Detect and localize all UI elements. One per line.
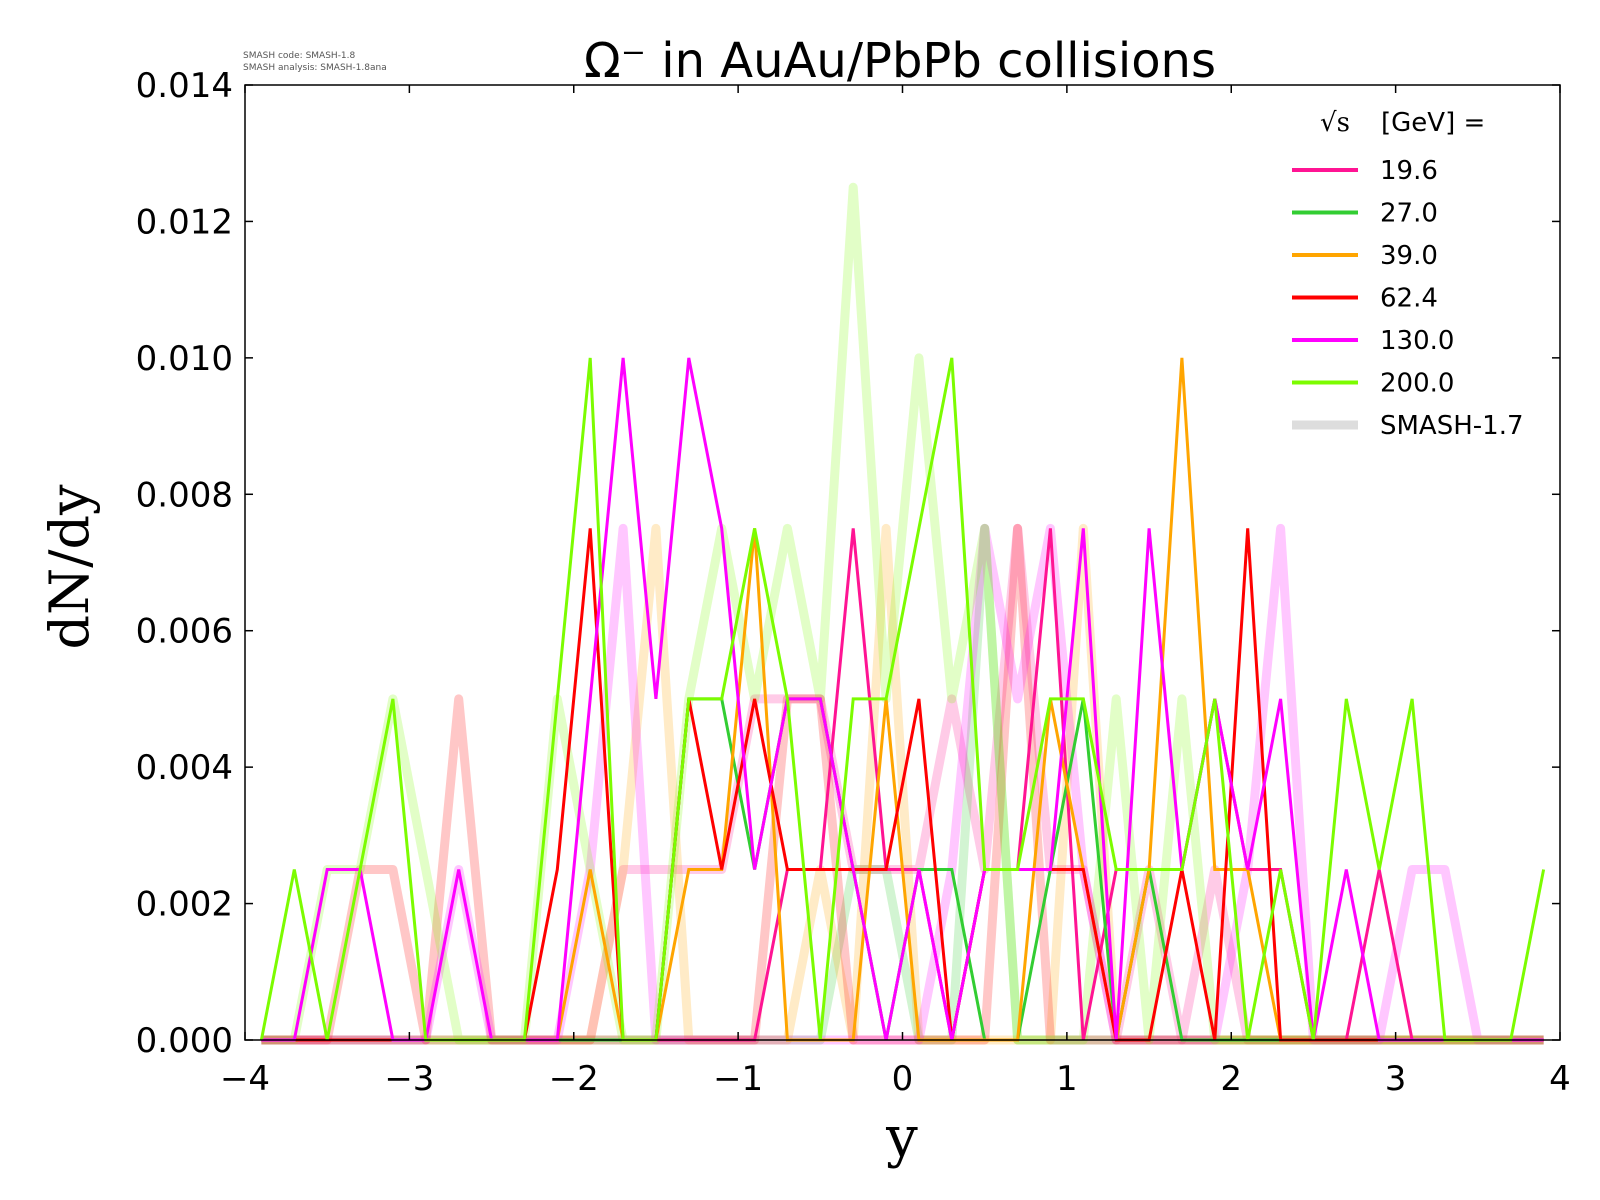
y-tick-label: 0.012	[136, 202, 233, 242]
legend: √s [GeV] = 19.6 27.0 39.0 62.4 130.0 200.0 SMA…	[1292, 108, 1524, 441]
y-tick-label: 0.006	[136, 612, 233, 652]
legend-label-27.0: 27.0	[1380, 199, 1438, 229]
legend-title: [GeV] =	[1381, 108, 1485, 138]
legend-label-62.4: 62.4	[1380, 284, 1438, 314]
legend-label-19.6: 19.6	[1380, 156, 1438, 186]
x-tick-label: 2	[1220, 1059, 1242, 1099]
x-tick-label: −1	[713, 1059, 763, 1099]
legend-items: 19.6 27.0 39.0 62.4 130.0 200.0 SMASH-1.7	[1292, 156, 1524, 441]
y-tick-label: 0.002	[136, 885, 233, 925]
x-axis-label: y	[885, 1105, 918, 1170]
legend-sqrt-symbol: √s	[1320, 108, 1350, 138]
x-tick-label: 0	[892, 1059, 914, 1099]
x-tick-label: 3	[1385, 1059, 1407, 1099]
stamp-line-2: SMASH analysis: SMASH-1.8ana	[243, 63, 387, 73]
x-tick-label: −3	[384, 1059, 434, 1099]
chart-title: Ω⁻ in AuAu/PbPb collisions	[584, 33, 1216, 89]
x-tick-label: −2	[549, 1059, 599, 1099]
y-tick-label: 0.000	[136, 1021, 233, 1061]
x-tick-label: 4	[1549, 1059, 1571, 1099]
legend-label-39.0: 39.0	[1380, 241, 1438, 271]
ticks-layer: −4 −3 −2 −1 0 1 2 3 4 0.000 0.002 0.004 0.006 0.008 0.…	[136, 66, 1571, 1099]
legend-label-SMASH-1.7: SMASH-1.7	[1380, 411, 1524, 441]
x-tick-label: 1	[1056, 1059, 1078, 1099]
y-tick-label: 0.008	[136, 475, 233, 515]
legend-label-200.0: 200.0	[1380, 369, 1454, 399]
stamp-line-1: SMASH code: SMASH-1.8	[243, 51, 356, 61]
x-tick-label: −4	[220, 1059, 270, 1099]
series-line-130.0	[261, 357, 1544, 1042]
y-tick-label: 0.004	[136, 748, 233, 788]
y-axis-label: dN/dy	[38, 484, 101, 650]
legend-label-130.0: 130.0	[1380, 326, 1454, 356]
y-tick-label: 0.014	[136, 66, 233, 106]
y-tick-label: 0.010	[136, 339, 233, 379]
